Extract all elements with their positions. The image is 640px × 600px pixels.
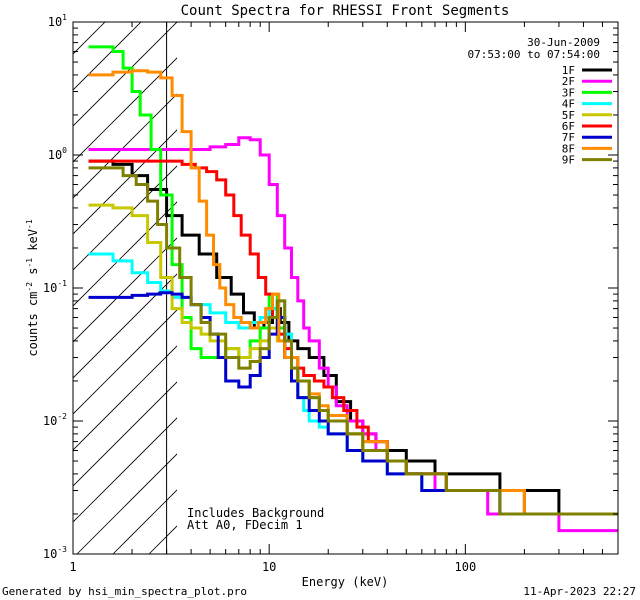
series-1f <box>88 159 618 516</box>
y-label-exp: -2 <box>25 282 34 292</box>
x-tick-label: 1 <box>69 560 76 574</box>
hatch-lines <box>73 0 640 554</box>
y-tick-exponent: -2 <box>57 412 67 421</box>
x-tick-label: 10 <box>262 560 276 574</box>
y-tick-exponent: -3 <box>57 545 67 554</box>
plot-frame <box>72 21 619 555</box>
time-range-label: 07:53:00 to 07:54:00 <box>468 48 600 61</box>
series-layer <box>88 45 618 533</box>
hatch-line <box>437 0 640 554</box>
y-tick-base: 10 <box>43 414 57 428</box>
legend-label-7f: 7F <box>562 131 575 144</box>
hatch-line <box>73 57 177 163</box>
legend-label-1f: 1F <box>562 64 575 77</box>
annotation-attenuator: Att A0, FDecim 1 <box>187 518 303 532</box>
hatch-line <box>473 0 640 554</box>
y-tick-base: 10 <box>43 281 57 295</box>
legend-label-5f: 5F <box>562 109 575 122</box>
y-label-exp: -1 <box>25 219 34 229</box>
legend-label-2f: 2F <box>562 75 575 88</box>
hatch-line <box>73 381 177 487</box>
x-axis-label: Energy (keV) <box>302 575 389 589</box>
y-tick-exponent: 0 <box>62 146 67 155</box>
hatch-line <box>73 309 177 415</box>
footer-generated-by: Generated by hsi_min_spectra_plot.pro <box>2 585 247 598</box>
series-9f <box>88 166 618 516</box>
legend-label-4f: 4F <box>562 98 575 111</box>
y-label-part: s <box>26 268 40 282</box>
date-label: 30-Jun-2009 <box>527 36 600 49</box>
hatch-line <box>73 22 106 55</box>
hatch-line <box>73 201 177 307</box>
hatch-line <box>581 0 640 554</box>
hatch-line <box>545 0 640 554</box>
legend-label-3f: 3F <box>562 86 575 99</box>
hatch-line <box>329 0 640 554</box>
hatch-line <box>73 237 177 343</box>
y-tick-base: 10 <box>48 148 62 162</box>
chart-title: Count Spectra for RHESSI Front Segments <box>181 3 510 19</box>
y-tick-exponent: 1 <box>62 13 67 22</box>
legend-label-8f: 8F <box>562 142 575 155</box>
hatch-line <box>73 22 142 91</box>
hatch-line <box>293 0 640 554</box>
x-tick-label: 100 <box>455 560 477 574</box>
hatched-region <box>73 0 640 554</box>
y-tick-label: 10-3 <box>43 545 67 561</box>
y-tick-base: 10 <box>43 547 57 561</box>
y-tick-label: 101 <box>48 13 67 29</box>
series-5f <box>88 203 618 516</box>
hatch-line <box>221 0 640 554</box>
annotation-background: Includes Background <box>187 506 324 520</box>
y-label-exp: -1 <box>25 258 34 268</box>
y-tick-base: 10 <box>48 15 62 29</box>
hatch-line <box>76 453 177 554</box>
y-axis-label: counts cm-2 s-1 keV-1 <box>25 219 40 356</box>
footer-timestamp: 11-Apr-2023 22:27 <box>523 585 636 598</box>
legend-label-6f: 6F <box>562 120 575 133</box>
y-label-part: keV <box>26 229 40 258</box>
hatch-line <box>617 0 640 554</box>
series-3f <box>88 45 618 516</box>
hatch-line <box>257 0 640 554</box>
y-tick-exponent: -1 <box>57 279 67 288</box>
y-tick-label: 100 <box>48 146 67 162</box>
hatch-line <box>401 0 640 554</box>
series-7f <box>88 291 618 516</box>
y-tick-label: 10-1 <box>43 279 67 295</box>
hatch-line <box>73 22 177 127</box>
y-tick-label: 10-2 <box>43 412 67 428</box>
y-label-part: counts cm <box>26 292 40 357</box>
hatch-line <box>73 417 177 523</box>
legend-label-9f: 9F <box>562 154 575 167</box>
